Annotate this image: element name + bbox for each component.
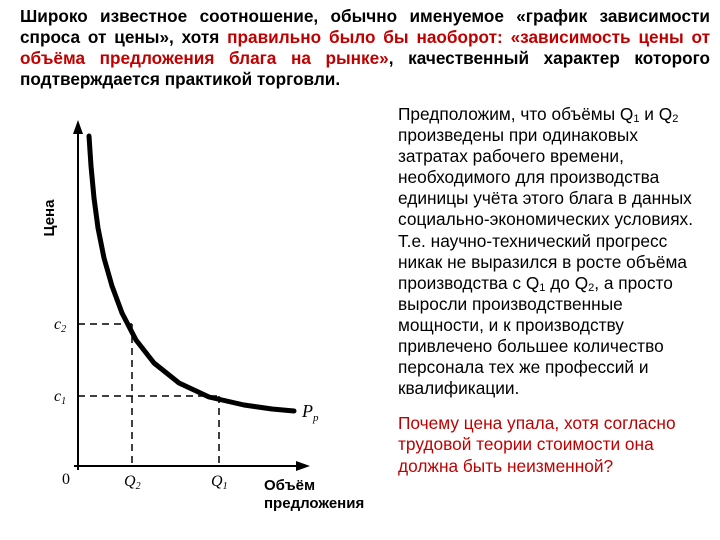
svg-text:0: 0 bbox=[62, 471, 70, 488]
svg-text:Объём: Объём bbox=[264, 477, 315, 494]
svg-text:Цена: Цена bbox=[41, 199, 58, 237]
svg-text:Q1: Q1 bbox=[211, 473, 228, 492]
svg-text:c2: c2 bbox=[54, 316, 66, 335]
question-text: Почему цена упала, хотя согласно трудово… bbox=[398, 413, 708, 476]
rp1-q1b: 1 bbox=[539, 282, 545, 294]
rp1-a: Предположим, что объёмы Q bbox=[398, 104, 633, 124]
intro-paragraph: Широко известное соотношение, обычно име… bbox=[20, 6, 710, 90]
rp1-d: до Q bbox=[545, 273, 588, 293]
right-paragraph-1: Предположим, что объёмы Q1 и Q2 произвед… bbox=[398, 104, 708, 399]
demand-chart: Pp Цена Объёмпредложения 0 c1 c2 Q1 Q2 bbox=[14, 118, 394, 538]
rp1-c: произведены при одинаковых затратах рабо… bbox=[398, 125, 693, 293]
svg-text:предложения: предложения bbox=[264, 495, 364, 512]
svg-text:Q2: Q2 bbox=[124, 473, 141, 492]
rp1-b: и Q bbox=[639, 104, 672, 124]
demand-chart-svg: Pp Цена Объёмпредложения 0 c1 c2 Q1 Q2 bbox=[14, 118, 394, 538]
rp1-q2a: 2 bbox=[672, 113, 678, 125]
rp1-q1a: 1 bbox=[633, 113, 639, 125]
svg-text:c1: c1 bbox=[54, 388, 66, 407]
svg-text:Pp: Pp bbox=[301, 401, 319, 424]
rp1-q2b: 2 bbox=[588, 282, 594, 294]
right-column: Предположим, что объёмы Q1 и Q2 произвед… bbox=[398, 104, 708, 477]
